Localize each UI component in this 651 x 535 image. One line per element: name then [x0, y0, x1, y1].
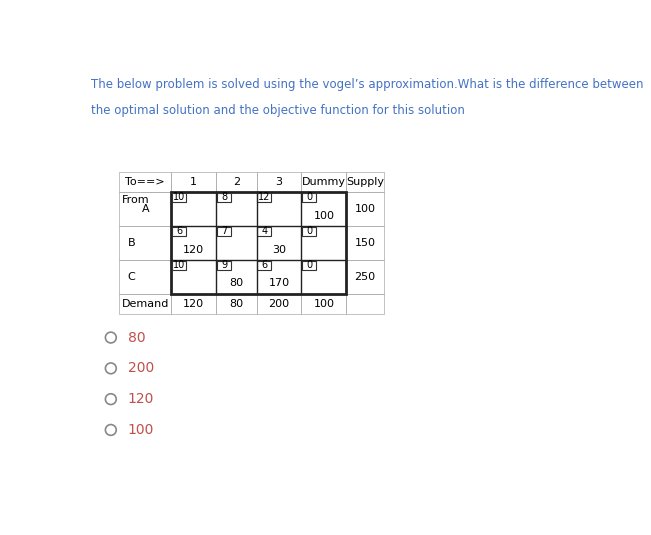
Bar	[217, 193, 231, 202]
Text: 1: 1	[190, 177, 197, 187]
Bar	[216, 294, 256, 314]
Text: 6: 6	[176, 226, 182, 236]
Bar	[118, 226, 171, 260]
Text: 12: 12	[258, 193, 270, 202]
Bar	[172, 261, 186, 270]
Text: 200: 200	[268, 299, 290, 309]
Text: 120: 120	[128, 392, 154, 406]
Bar	[171, 172, 216, 192]
Text: 120: 120	[183, 244, 204, 255]
Bar	[216, 192, 256, 226]
Text: Dummy: Dummy	[302, 177, 346, 187]
Text: 170: 170	[268, 279, 290, 288]
Bar	[346, 192, 383, 226]
Text: 10: 10	[173, 260, 185, 270]
Bar	[118, 172, 171, 192]
Bar	[171, 192, 216, 226]
Bar	[171, 294, 216, 314]
Text: 100: 100	[313, 299, 335, 309]
Circle shape	[105, 425, 117, 435]
Circle shape	[105, 332, 117, 343]
Text: B: B	[128, 238, 135, 248]
Bar	[302, 193, 316, 202]
Bar	[257, 261, 271, 270]
Text: To==>: To==>	[125, 177, 165, 187]
Bar	[256, 192, 301, 226]
Bar	[346, 294, 383, 314]
Bar	[118, 260, 171, 294]
Bar	[301, 260, 346, 294]
Text: 2: 2	[233, 177, 240, 187]
Bar	[257, 227, 271, 236]
Bar	[216, 172, 256, 192]
Text: 100: 100	[313, 211, 335, 221]
Text: 100: 100	[355, 204, 376, 214]
Bar	[171, 260, 216, 294]
Text: 8: 8	[221, 193, 227, 202]
Bar	[301, 172, 346, 192]
Bar	[346, 260, 383, 294]
Bar	[172, 227, 186, 236]
Bar	[171, 192, 346, 294]
Text: 4: 4	[261, 226, 268, 236]
Text: 30: 30	[272, 244, 286, 255]
Bar	[118, 294, 171, 314]
Text: 150: 150	[355, 238, 376, 248]
Text: 6: 6	[261, 260, 268, 270]
Text: Demand: Demand	[122, 299, 169, 309]
Text: 80: 80	[128, 331, 146, 345]
Bar	[256, 294, 301, 314]
Bar	[217, 227, 231, 236]
Text: 250: 250	[354, 272, 376, 282]
Text: A: A	[142, 204, 150, 214]
Bar	[302, 261, 316, 270]
Bar	[346, 172, 383, 192]
Bar	[216, 226, 256, 260]
Text: The below problem is solved using the vogel’s approximation.What is the differen: The below problem is solved using the vo…	[90, 78, 643, 91]
Circle shape	[105, 394, 117, 404]
Bar	[301, 294, 346, 314]
Bar	[256, 226, 301, 260]
Text: 9: 9	[221, 260, 227, 270]
Bar	[257, 193, 271, 202]
Bar	[256, 172, 301, 192]
Bar	[301, 226, 346, 260]
Text: 0: 0	[306, 260, 312, 270]
Text: 80: 80	[229, 279, 243, 288]
Bar	[217, 261, 231, 270]
Text: From: From	[122, 195, 149, 205]
Bar	[346, 226, 383, 260]
Bar	[301, 192, 346, 226]
Text: C: C	[128, 272, 135, 282]
Text: 200: 200	[128, 361, 154, 376]
Bar	[302, 227, 316, 236]
Text: 0: 0	[306, 193, 312, 202]
Text: 120: 120	[183, 299, 204, 309]
Bar	[216, 260, 256, 294]
Circle shape	[105, 363, 117, 374]
Bar	[172, 193, 186, 202]
Bar	[256, 260, 301, 294]
Text: 10: 10	[173, 193, 185, 202]
Text: 0: 0	[306, 226, 312, 236]
Text: 7: 7	[221, 226, 227, 236]
Text: 80: 80	[229, 299, 243, 309]
Text: 100: 100	[128, 423, 154, 437]
Text: the optimal solution and the objective function for this solution: the optimal solution and the objective f…	[90, 104, 465, 117]
Bar	[118, 192, 171, 226]
Text: 3: 3	[275, 177, 283, 187]
Text: Supply: Supply	[346, 177, 384, 187]
Bar	[171, 226, 216, 260]
